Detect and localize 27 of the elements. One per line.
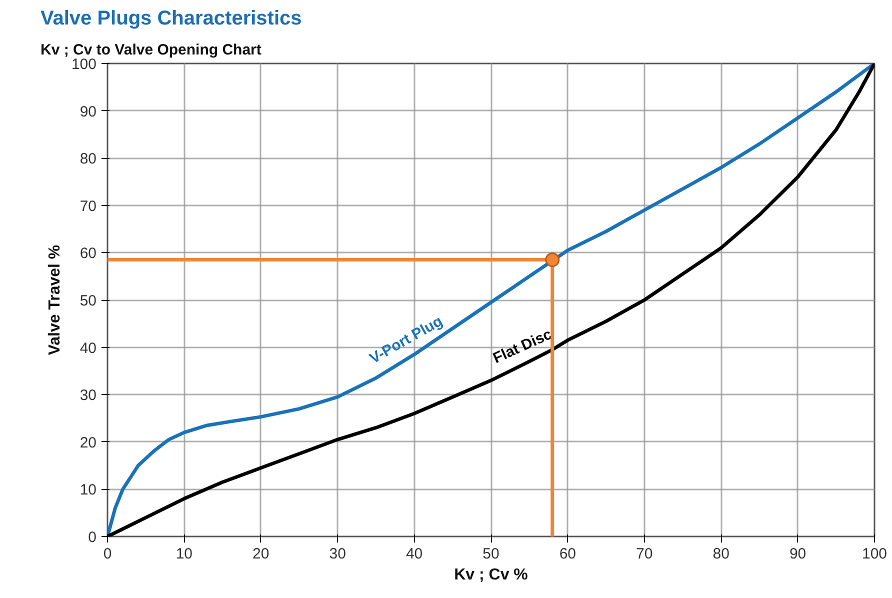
y-tick-label: 100 [71, 56, 97, 73]
y-tick-label: 30 [80, 387, 97, 404]
x-tick-label: 60 [559, 546, 576, 562]
y-tick-label: 70 [80, 198, 97, 215]
chart-subtitle: Kv ; Cv to Valve Opening Chart [40, 42, 262, 58]
y-tick-label: 90 [80, 103, 97, 120]
y-tick-label: 60 [80, 245, 97, 262]
x-tick-label: 40 [406, 546, 423, 562]
y-tick-label: 10 [80, 482, 97, 499]
y-tick-label: 40 [80, 340, 97, 357]
x-tick-label: 90 [789, 546, 806, 562]
text: Flat Disc [490, 326, 555, 368]
x-tick-label: 70 [636, 546, 653, 562]
y-tick-label: 80 [80, 150, 97, 168]
y-axis-title: Valve Travel % [46, 244, 64, 356]
x-tick-label: 30 [329, 546, 346, 562]
x-tick-label: 80 [712, 546, 730, 562]
x-axis-title: Kv ; Cv % [454, 566, 528, 584]
x-tick-label: 50 [482, 546, 500, 562]
x-tick-label: 100 [862, 546, 888, 562]
chart-title: Valve Plugs Characteristics [40, 8, 302, 30]
y-tick-label: 50 [80, 292, 97, 310]
x-tick-label: 20 [252, 546, 270, 562]
x-tick-label: 0 [103, 546, 112, 562]
x-tick-label: 10 [176, 546, 193, 562]
y-tick-label: 0 [88, 529, 96, 546]
y-tick-label: 20 [80, 434, 97, 452]
